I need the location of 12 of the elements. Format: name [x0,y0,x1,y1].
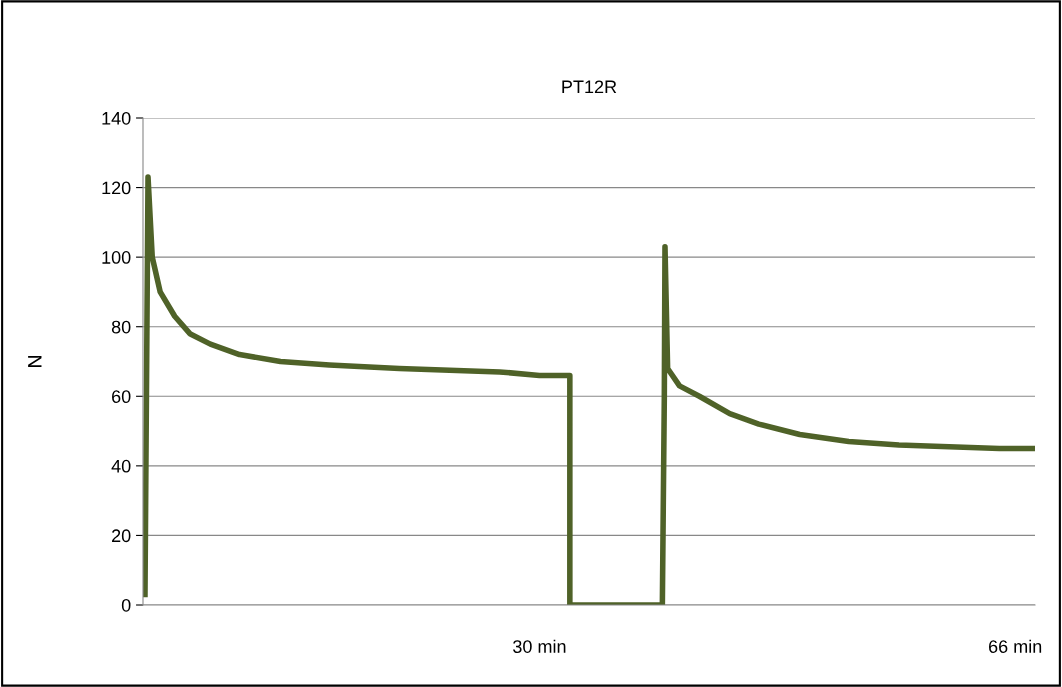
y-tick-label: 60 [112,390,131,404]
y-tick-label: 120 [102,181,131,195]
y-axis-title: N [28,356,42,367]
x-tick-label: 66 min [989,639,1042,653]
y-tick-label: 0 [121,598,131,612]
y-tick-label: 20 [112,529,131,543]
y-tick-label: 100 [102,251,131,264]
y-tick-label: 80 [111,320,131,334]
chart-title: PT12R [562,80,617,93]
y-tick-label: 40 [111,459,131,473]
x-tick-label: 30 min [513,639,566,653]
y-tick-label: 140 [102,111,131,125]
